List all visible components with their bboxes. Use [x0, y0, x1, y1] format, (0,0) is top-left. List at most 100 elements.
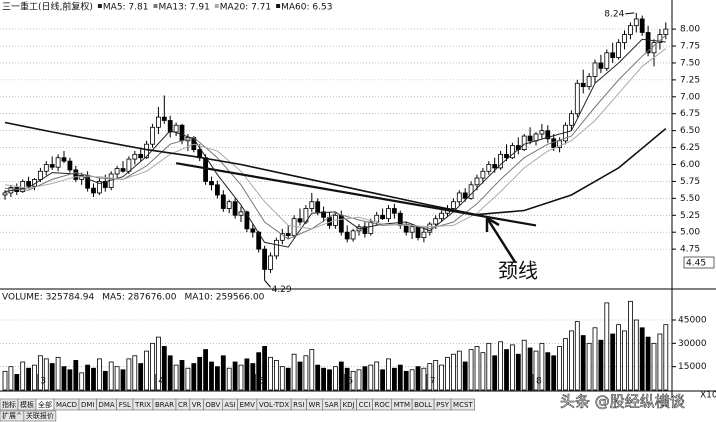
volume-bar — [657, 333, 663, 391]
volume-bar — [244, 358, 250, 391]
candle-body — [474, 177, 480, 186]
volume-bar — [273, 360, 279, 391]
volume-bar — [492, 355, 498, 391]
tab-label: OBV — [205, 401, 220, 409]
tab-label: 模板 — [20, 400, 34, 409]
bottom-tab[interactable]: 扩展^ — [0, 410, 25, 422]
volume-bar — [61, 366, 67, 391]
tab-label: SAR — [324, 401, 338, 409]
tab-label: MCST — [453, 401, 473, 409]
y-tick-label: 7.75 — [680, 42, 700, 52]
toolbar-tab[interactable]: ASI — [222, 398, 238, 411]
volume-bar — [209, 361, 214, 391]
volume-bar — [356, 369, 362, 391]
candle-body — [297, 218, 303, 223]
toolbar-tab[interactable]: PSY — [433, 398, 452, 411]
toolbar-tab[interactable]: 指标 — [0, 398, 19, 411]
toolbar-tab[interactable]: 全部 — [35, 398, 55, 411]
marker-label: 4.45 — [686, 259, 706, 269]
volume-bar — [592, 327, 598, 391]
volume-bar — [279, 366, 285, 391]
volume-bar — [580, 335, 586, 391]
volume-bar — [85, 364, 90, 391]
candle-body — [179, 124, 185, 142]
candle-body — [462, 192, 468, 199]
toolbar-tab[interactable]: MCST — [450, 398, 476, 411]
candle-body — [285, 233, 291, 236]
candle-body — [592, 62, 598, 77]
candle-body — [291, 218, 297, 236]
candle-body — [409, 226, 415, 233]
candle-body — [49, 164, 55, 168]
candle-body — [20, 181, 26, 192]
candle-body — [391, 208, 397, 214]
toolbar-tab[interactable]: VOL-TDX — [256, 398, 292, 411]
volume-bar — [120, 369, 126, 391]
toolbar-tab[interactable]: FSL — [116, 398, 134, 411]
volume-bar — [645, 336, 651, 391]
candle-body — [268, 255, 273, 270]
candle-body — [450, 201, 456, 209]
marker-box — [683, 256, 715, 269]
toolbar-tab[interactable]: CCI — [356, 398, 373, 411]
toolbar-tab[interactable]: SAR — [322, 398, 341, 411]
tab-label: MTM — [394, 401, 410, 409]
candle-body — [150, 126, 155, 145]
volume-bar — [486, 342, 492, 391]
volume-bar — [368, 364, 374, 391]
candle-body — [38, 170, 43, 180]
tab-label: MACD — [56, 401, 77, 409]
annotation-leader — [625, 12, 635, 15]
volume-bar — [144, 350, 150, 391]
toolbar-tab[interactable]: WR — [306, 398, 323, 411]
toolbar-tab[interactable]: ROC — [372, 398, 393, 411]
toolbar-tab[interactable]: 模板 — [17, 398, 37, 411]
toolbar-tab[interactable]: DMI — [78, 398, 97, 411]
toolbar-tab[interactable]: BRAR — [152, 398, 177, 411]
toolbar-tab[interactable]: DMA — [96, 398, 118, 411]
candle-body — [368, 221, 374, 234]
volume-bar — [622, 330, 627, 391]
candle-body — [415, 226, 421, 239]
volume-bar — [403, 370, 409, 391]
candle-body — [91, 187, 96, 194]
toolbar-tab[interactable]: MACD — [53, 398, 80, 411]
volume-bar — [214, 366, 220, 391]
candle-body — [498, 153, 504, 169]
volume-bar — [504, 349, 509, 391]
volume-bar — [191, 363, 197, 391]
volume-bar — [132, 355, 138, 391]
legend-swatch — [276, 4, 281, 8]
toolbar-tab[interactable]: BOLL — [411, 398, 435, 411]
volume-bar — [386, 358, 391, 391]
toolbar-tab[interactable]: CR — [175, 398, 191, 411]
tab-label: 关联报价 — [26, 411, 54, 420]
volume-bar — [633, 319, 639, 391]
volume-bar — [20, 361, 26, 391]
volume-bar — [439, 364, 445, 391]
toolbar-tab[interactable]: OBV — [203, 398, 223, 411]
volume-bar — [73, 360, 79, 391]
volume-bar — [433, 360, 439, 391]
toolbar-tab[interactable]: TRIX — [132, 398, 154, 411]
volume-bar — [161, 346, 167, 391]
candle-body — [569, 113, 574, 126]
candle-body — [574, 82, 580, 115]
tab-label: BRAR — [155, 401, 174, 409]
volume-bar — [303, 355, 309, 391]
candle-body — [155, 116, 161, 128]
toolbar-tab[interactable]: KDJ — [340, 398, 357, 411]
toolbar-tab[interactable]: EMV — [237, 398, 258, 411]
candle-body — [350, 230, 356, 240]
toolbar-tab[interactable]: RSI — [290, 398, 307, 411]
volume-bar — [262, 346, 268, 391]
volume-bar — [167, 355, 173, 391]
tab-label: EMV — [240, 401, 255, 409]
candle-body — [486, 164, 492, 172]
bottom-tab[interactable]: 关联报价 — [23, 410, 57, 422]
toolbar-tab[interactable]: MTM — [391, 398, 413, 411]
x-tick-label: 6 — [347, 377, 353, 387]
toolbar-tab[interactable]: VR — [189, 398, 204, 411]
volume-bar — [509, 344, 515, 391]
